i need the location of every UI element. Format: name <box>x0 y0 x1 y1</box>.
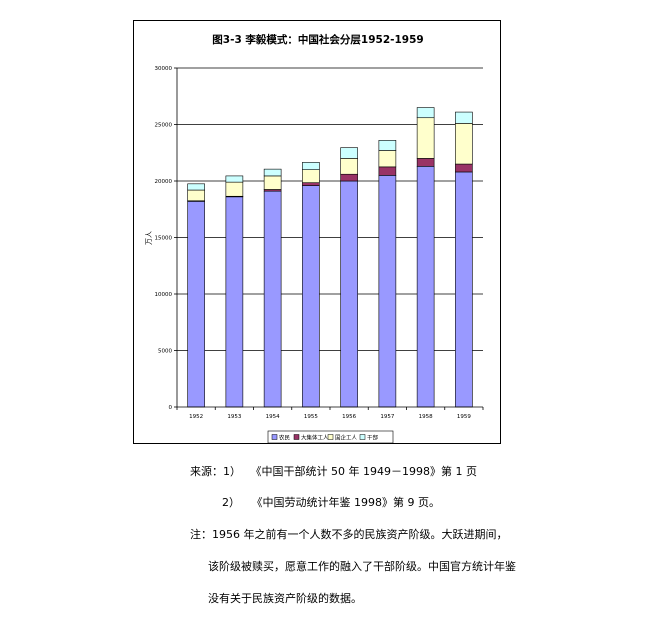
source-line-1: 来源：1） 《中国干部统计 50 年 1949－1998》第 1 页 <box>190 465 477 479</box>
legend-label: 国企工人 <box>335 434 358 442</box>
bar-国企工人 <box>187 189 205 202</box>
bar-农民 <box>378 175 397 408</box>
source-line-2: 2） 《中国劳动统计年鉴 1998》第 9 页。 <box>222 496 440 510</box>
source-2: 《中国劳动统计年鉴 1998》第 9 页。 <box>251 496 440 509</box>
note-line-1: 注：1956 年之前有一个人数不多的民族资产阶级。大跃进期间， <box>190 528 508 542</box>
x-tick-label: 1956 <box>342 414 356 420</box>
bar-干部 <box>378 140 397 151</box>
bar-干部 <box>416 107 435 119</box>
x-tick-label: 1952 <box>189 414 203 420</box>
bar-国企工人 <box>263 175 282 190</box>
y-tick-label: 0 <box>169 405 173 411</box>
bar-农民 <box>225 196 244 408</box>
bar-农民 <box>455 171 473 408</box>
x-tick-label: 1958 <box>419 414 433 420</box>
y-tick-label: 30000 <box>155 66 173 72</box>
legend-swatch <box>327 434 334 440</box>
bar-农民 <box>302 185 320 408</box>
legend-swatch <box>271 434 278 440</box>
legend-swatch <box>293 434 300 440</box>
bar-干部 <box>263 168 282 177</box>
y-axis-label: 万人 <box>145 231 153 245</box>
y-tick-label: 10000 <box>155 292 173 298</box>
bar-干部 <box>225 175 244 183</box>
note-line-2: 该阶级被赎买，愿意工作的融入了干部阶级。中国官方统计年鉴 <box>208 560 516 573</box>
y-tick-label: 25000 <box>155 123 173 129</box>
bar-国企工人 <box>302 169 320 183</box>
legend-swatch <box>359 434 366 440</box>
bar-干部 <box>340 147 358 159</box>
bar-大集体工人 <box>302 182 320 186</box>
x-tick-label: 1957 <box>380 414 394 420</box>
x-tick-label: 1955 <box>304 414 318 420</box>
bar-干部 <box>302 162 320 170</box>
legend-label: 农民 <box>279 434 291 442</box>
bar-大集体工人 <box>340 173 358 182</box>
legend-label: 大集体工人 <box>301 434 329 442</box>
x-tick-label: 1954 <box>266 414 280 420</box>
chart-title: 图3-3 李毅模式：中国社会分层1952-1959 <box>212 33 423 46</box>
bar-大集体工人 <box>378 166 397 176</box>
bar-农民 <box>187 201 205 408</box>
bar-大集体工人 <box>416 158 435 167</box>
bar-农民 <box>263 190 282 408</box>
y-tick-label: 20000 <box>155 179 173 185</box>
note-text-1: 1956 年之前有一个人数不多的民族资产阶级。大跃进期间， <box>212 528 508 541</box>
bar-农民 <box>340 180 358 408</box>
source-1: 《中国干部统计 50 年 1949－1998》第 1 页 <box>250 465 477 478</box>
chart-svg: 图3-3 李毅模式：中国社会分层1952-1959 万人 0 5000 10000 1… <box>145 33 484 444</box>
y-tick-label: 5000 <box>158 349 172 355</box>
source-label: 来源：1） <box>190 465 241 478</box>
bar-国企工人 <box>455 123 473 165</box>
bar-大集体工人 <box>455 163 473 173</box>
x-tick-label: 1959 <box>457 414 471 420</box>
note-line-3: 没有关于民族资产阶级的数据。 <box>208 592 362 605</box>
source-2-num: 2） <box>222 496 240 509</box>
chart-frame: 图3-3 李毅模式：中国社会分层1952-1959 万人 0 5000 10000 1… <box>133 20 501 444</box>
y-tick-label: 15000 <box>155 236 173 242</box>
bar-国企工人 <box>378 150 397 168</box>
bar-干部 <box>187 183 205 191</box>
legend-label: 干部 <box>367 434 379 442</box>
note-label: 注： <box>190 528 212 541</box>
bar-农民 <box>416 166 435 408</box>
bar-国企工人 <box>416 117 435 159</box>
x-tick-label: 1953 <box>227 414 241 420</box>
bar-国企工人 <box>340 158 358 175</box>
bar-国企工人 <box>225 181 244 197</box>
bar-干部 <box>455 111 473 124</box>
